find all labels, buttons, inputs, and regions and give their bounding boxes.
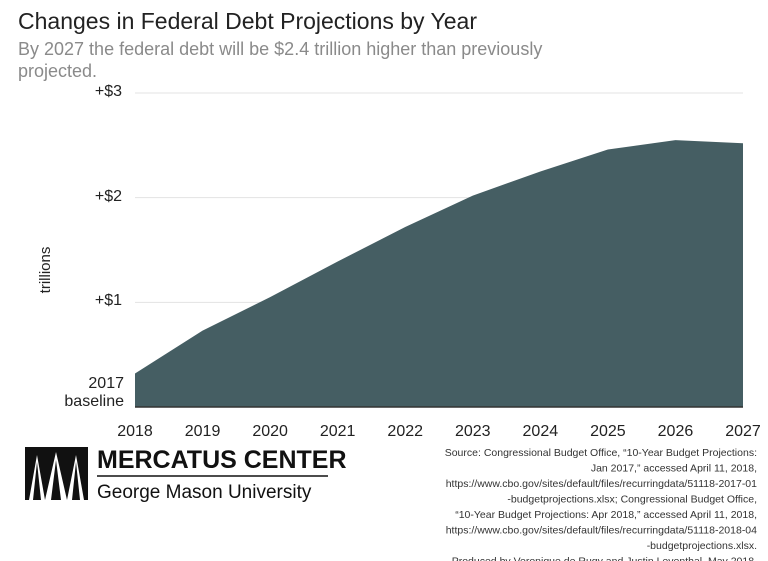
source-line: -budgetprojections.xlsx.: [647, 540, 757, 552]
x-tick-label: 2027: [725, 423, 761, 440]
source-line: https://www.cbo.gov/sites/default/files/…: [446, 525, 757, 537]
source-line: -budgetprojections.xlsx; Congressional B…: [507, 494, 757, 506]
produced-by: Produced by Veronique de Rugy and Justin…: [452, 556, 757, 561]
y-tick-label: +$3: [94, 83, 122, 100]
x-tick-label: 2020: [252, 423, 288, 440]
x-tick-label: 2021: [320, 423, 356, 440]
logo-name: MERCATUS CENTER: [97, 446, 347, 474]
area: [135, 140, 743, 407]
source-line: “10-Year Budget Projections: Apr 2018,” …: [455, 509, 757, 521]
source-line: Jan 2017,” accessed April 11, 2018,: [591, 463, 757, 475]
x-tick-label: 2025: [590, 423, 626, 440]
x-tick-label: 2019: [185, 423, 221, 440]
x-tick-label: 2023: [455, 423, 491, 440]
y-tick-label: 2017 baseline: [64, 375, 124, 410]
logo-sub: George Mason University: [97, 482, 312, 503]
x-tick-label: 2018: [117, 423, 153, 440]
y-tick-label: +$2: [94, 187, 122, 205]
x-tick-label: 2022: [387, 423, 423, 440]
source-line: Source: Congressional Budget Office, “10…: [445, 447, 757, 459]
x-tick-label: 2026: [658, 423, 694, 440]
y-tick-label: +$1: [94, 292, 122, 310]
x-tick-label: 2024: [523, 423, 559, 440]
y-axis-label: trillions: [37, 247, 54, 294]
source-line: https://www.cbo.gov/sites/default/files/…: [446, 478, 757, 490]
chart-title: Changes in Federal Debt Projections by Y…: [18, 8, 478, 34]
chart-subtitle: By 2027 the federal debt will be $2.4 tr…: [18, 39, 543, 81]
logo-icon: [25, 447, 88, 500]
